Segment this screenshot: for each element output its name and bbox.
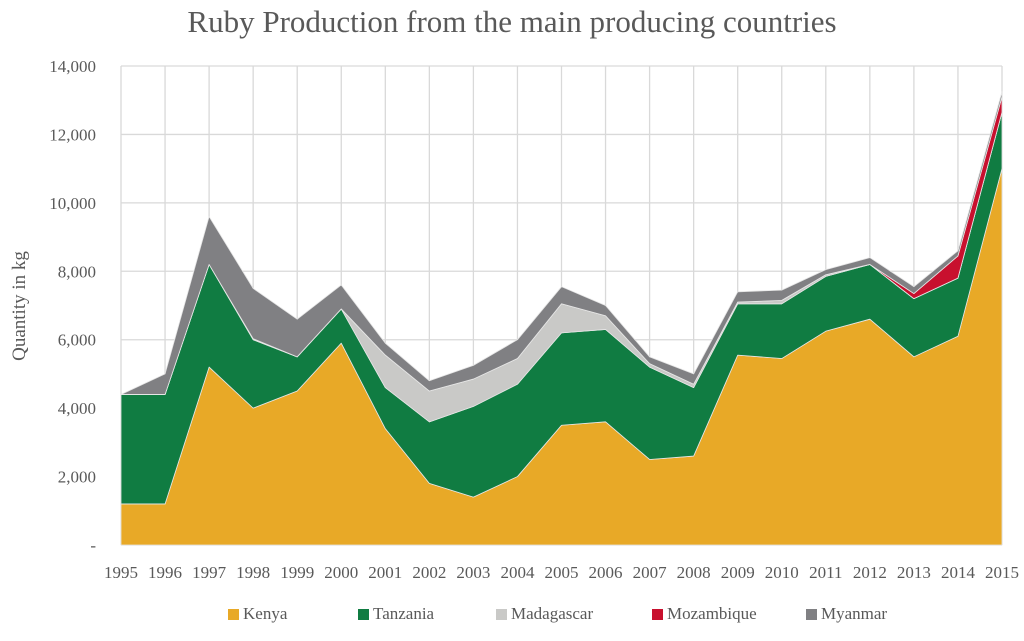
x-tick-label: 1995 [104,563,138,582]
y-tick-labels: - 2,000 4,000 6,000 8,000 10,000 12,000 14,000 [49,57,96,555]
legend-label: Madagascar [511,604,594,623]
legend-item-kenya: Kenya [228,604,287,624]
legend-swatch [358,608,369,620]
y-tick-label: 14,000 [49,57,96,76]
x-tick-label: 2011 [809,563,842,582]
x-tick-label: 2012 [853,563,887,582]
chart-title: Ruby Production from the main producing … [187,4,837,39]
x-tick-labels: 1995 1996 1997 1998 1999 2000 2001 2002 2003 2004… [104,563,1019,582]
x-tick-label: 2010 [765,563,799,582]
x-tick-label: 2008 [677,563,711,582]
legend: Kenya Tanzania Madagascar Mozambique Myanmar [0,604,1024,628]
x-tick-label: 1997 [192,563,227,582]
legend-label: Myanmar [821,604,888,623]
x-tick-label: 2002 [412,563,446,582]
areas [120,91,1003,546]
y-tick-label: 12,000 [49,125,96,144]
legend-swatch [806,608,817,620]
x-tick-label: 2000 [324,563,358,582]
legend-item-tanzania: Tanzania [358,604,434,624]
y-tick-label: 2,000 [58,468,96,487]
legend-label: Kenya [243,604,288,623]
x-tick-label: 2003 [456,563,490,582]
x-tick-label: 2013 [897,563,931,582]
y-tick-label: - [90,536,96,555]
y-tick-label: 10,000 [49,194,96,213]
x-tick-label: 1999 [280,563,314,582]
x-tick-label: 2015 [985,563,1019,582]
x-tick-label: 1996 [148,563,182,582]
x-tick-label: 2014 [941,563,976,582]
legend-item-myanmar: Myanmar [806,604,887,624]
x-tick-label: 1998 [236,563,270,582]
y-tick-label: 8,000 [58,262,96,281]
legend-item-mozambique: Mozambique [652,604,757,624]
x-tick-label: 2001 [368,563,402,582]
x-tick-label: 2007 [633,563,668,582]
legend-swatch [652,608,663,620]
legend-label: Tanzania [373,604,435,623]
x-tick-label: 2005 [545,563,579,582]
legend-swatch [496,608,507,620]
legend-item-madagascar: Madagascar [496,604,593,624]
y-axis-label: Quantity in kg [9,251,30,361]
x-tick-label: 2009 [721,563,755,582]
area-myanmar [120,91,1003,395]
legend-label: Mozambique [667,604,757,623]
x-tick-label: 2004 [500,563,535,582]
y-tick-label: 4,000 [58,399,96,418]
y-tick-label: 6,000 [58,331,96,350]
x-tick-label: 2006 [589,563,623,582]
legend-swatch [228,608,239,620]
